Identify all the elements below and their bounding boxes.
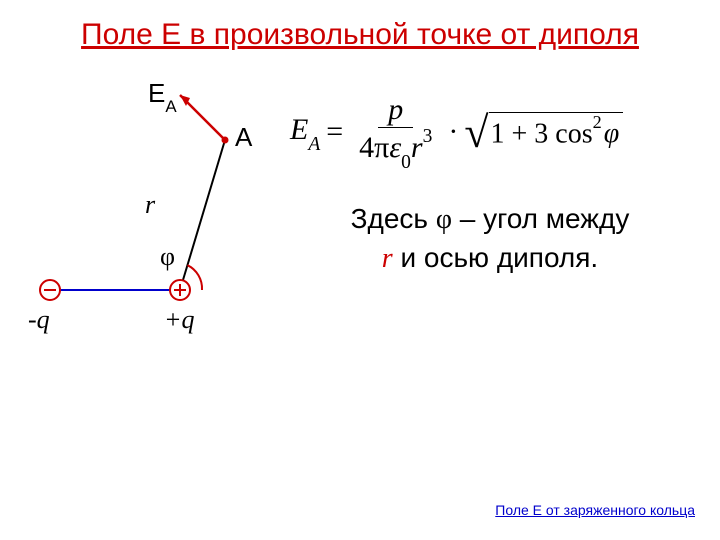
next-slide-link[interactable]: Поле Е от заряженного кольца <box>495 502 695 518</box>
description-text: Здесь φ – угол между r и осью диполя. <box>290 200 690 278</box>
equals-sign: = <box>326 115 343 149</box>
point-a-dot <box>222 137 229 144</box>
e-vector-label: EA <box>148 78 177 113</box>
fraction-denominator: 4πε0r3 <box>353 128 438 169</box>
square-root: √ 1 + 3 cos2φ <box>464 112 623 153</box>
phi-label: φ <box>160 242 175 272</box>
formula-lhs: EA <box>290 113 320 152</box>
plus-q-label: +q <box>164 305 195 335</box>
radicand: 1 + 3 cos2φ <box>489 112 624 153</box>
slide-title: Поле Е в произвольной точке от диполя <box>30 18 690 52</box>
point-a-label: A <box>235 122 252 153</box>
field-formula: EA = p 4πε0r3 · √ 1 + 3 cos2φ <box>290 95 623 169</box>
r-label: r <box>145 190 155 220</box>
minus-q-label: -q <box>28 305 50 335</box>
dipole-diagram: EA A r φ -q +q <box>30 80 270 340</box>
fraction-numerator: p <box>378 95 413 128</box>
formula-fraction: p 4πε0r3 <box>353 95 438 169</box>
dot-operator: · <box>448 115 458 149</box>
r-line <box>180 140 225 290</box>
radical-icon: √ <box>464 120 488 146</box>
